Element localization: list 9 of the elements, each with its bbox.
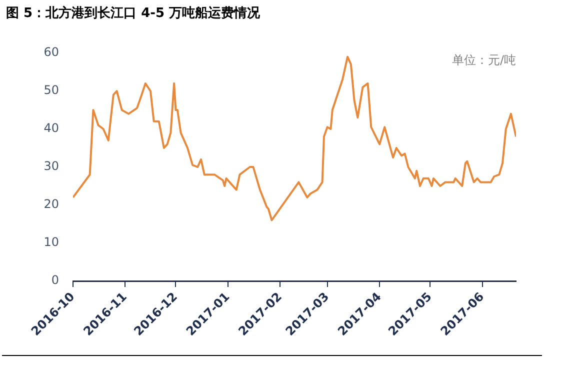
y-tick-label: 20	[44, 197, 59, 212]
y-tick-label: 0	[51, 273, 59, 288]
y-tick-label: 60	[44, 45, 59, 60]
y-tick-label: 30	[44, 159, 59, 174]
y-tick-label: 50	[44, 83, 59, 98]
chart-title: 图 5：北方港到长江口 4-5 万吨船运费情况	[6, 4, 260, 22]
annotation: 单位：元/吨	[452, 53, 516, 68]
y-tick-label: 10	[44, 235, 59, 250]
y-tick-label: 40	[44, 121, 59, 136]
